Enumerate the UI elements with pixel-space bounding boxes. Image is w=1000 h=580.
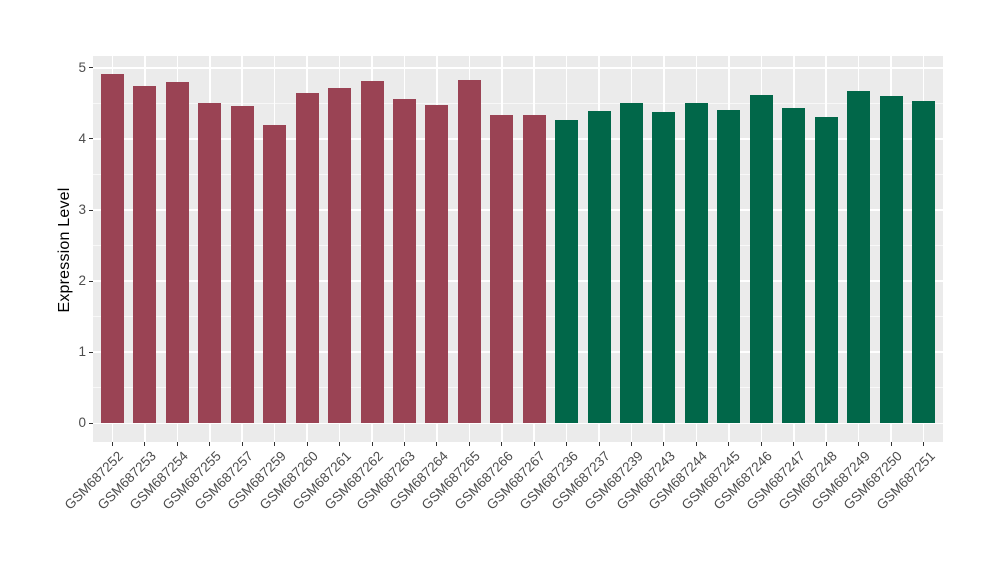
gridline-y-major bbox=[93, 351, 943, 353]
x-tick bbox=[728, 442, 730, 446]
x-tick bbox=[533, 442, 535, 446]
y-tick bbox=[89, 280, 93, 282]
x-tick bbox=[274, 442, 276, 446]
bar bbox=[912, 101, 936, 424]
bar bbox=[100, 74, 124, 424]
bar bbox=[392, 99, 416, 424]
y-tick bbox=[89, 138, 93, 140]
bar bbox=[717, 110, 741, 424]
bar bbox=[165, 82, 189, 424]
bar bbox=[652, 111, 676, 424]
bar bbox=[230, 106, 254, 424]
x-tick bbox=[760, 442, 762, 446]
x-tick bbox=[111, 442, 113, 446]
y-tick-label: 1 bbox=[78, 344, 86, 360]
bar bbox=[879, 96, 903, 424]
x-tick bbox=[825, 442, 827, 446]
bar bbox=[814, 116, 838, 424]
gridline-y-major bbox=[93, 67, 943, 69]
bar bbox=[782, 108, 806, 424]
y-tick-label: 3 bbox=[78, 202, 86, 217]
bar bbox=[587, 111, 611, 424]
y-tick-label: 4 bbox=[78, 130, 86, 146]
bar bbox=[328, 87, 352, 424]
x-tick bbox=[339, 442, 341, 446]
x-tick bbox=[209, 442, 211, 446]
gridline-y-minor bbox=[93, 173, 943, 175]
x-tick bbox=[890, 442, 892, 446]
y-tick-label: 0 bbox=[78, 415, 86, 431]
bar bbox=[490, 115, 514, 424]
x-tick bbox=[598, 442, 600, 446]
y-tick bbox=[89, 422, 93, 424]
plot-panel bbox=[93, 56, 943, 442]
y-tick bbox=[89, 351, 93, 353]
x-tick bbox=[306, 442, 308, 446]
y-tick-label: 5 bbox=[78, 59, 86, 75]
gridline-y-major bbox=[93, 280, 943, 282]
bar bbox=[847, 90, 871, 424]
gridline-y-major bbox=[93, 422, 943, 425]
bar bbox=[555, 120, 579, 424]
y-axis-title: Expression Level bbox=[56, 187, 73, 313]
gridline-y-major bbox=[93, 138, 943, 140]
x-tick bbox=[501, 442, 503, 446]
x-tick bbox=[631, 442, 633, 446]
gridline-y-minor bbox=[93, 245, 943, 247]
bar bbox=[198, 103, 222, 424]
bar bbox=[360, 81, 384, 424]
bar bbox=[522, 115, 546, 424]
x-tick bbox=[858, 442, 860, 446]
bar bbox=[133, 86, 157, 424]
x-tick bbox=[695, 442, 697, 446]
bar bbox=[749, 94, 773, 424]
x-tick bbox=[468, 442, 470, 446]
x-tick bbox=[144, 442, 146, 446]
bar bbox=[684, 103, 708, 424]
y-tick-label: 2 bbox=[78, 273, 86, 289]
x-tick bbox=[436, 442, 438, 446]
x-tick bbox=[176, 442, 178, 446]
bar bbox=[295, 92, 319, 424]
x-tick bbox=[403, 442, 405, 446]
bar bbox=[620, 102, 644, 424]
y-tick bbox=[89, 209, 93, 211]
x-tick bbox=[793, 442, 795, 446]
bar bbox=[425, 104, 449, 424]
gridline-y-major bbox=[93, 209, 943, 211]
x-tick bbox=[923, 442, 925, 446]
y-tick bbox=[89, 67, 93, 69]
gridline-y-minor bbox=[93, 316, 943, 318]
bar bbox=[263, 124, 287, 424]
gridline-y-minor bbox=[93, 387, 943, 389]
x-tick bbox=[663, 442, 665, 446]
x-tick bbox=[241, 442, 243, 446]
x-tick bbox=[371, 442, 373, 446]
bar bbox=[457, 79, 481, 424]
gridline-y-minor bbox=[93, 102, 943, 104]
x-tick bbox=[566, 442, 568, 446]
